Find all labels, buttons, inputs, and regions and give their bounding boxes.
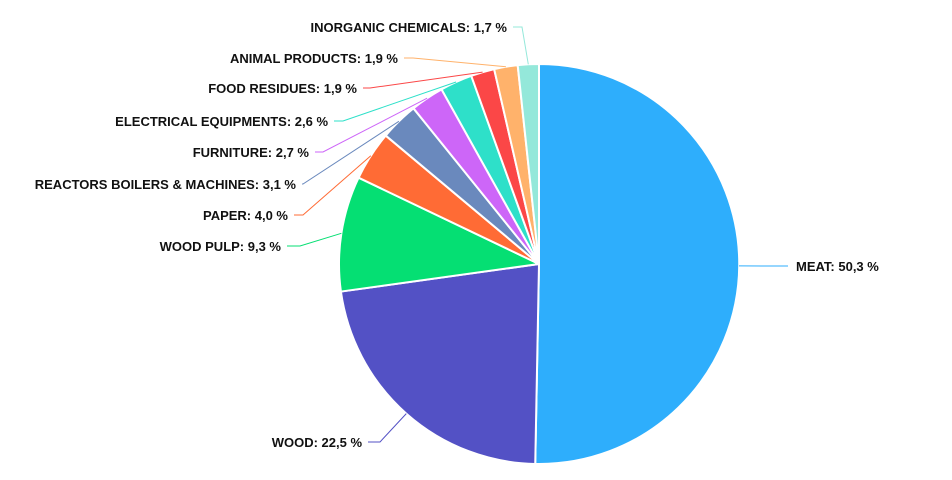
data-label-electrical-equipments: ELECTRICAL EQUIPMENTS: 2,6 % (115, 114, 328, 129)
data-label-reactors-boilers-and-machines: REACTORS BOILERS & MACHINES: 3,1 % (35, 177, 297, 192)
leader-line-animal-products (404, 58, 506, 67)
data-label-inorganic-chemicals: INORGANIC CHEMICALS: 1,7 % (311, 20, 508, 35)
pie-slice-meat[interactable] (535, 64, 739, 464)
slices-layer (339, 64, 739, 464)
data-label-wood: WOOD: 22,5 % (272, 435, 363, 450)
data-label-paper: PAPER: 4,0 % (203, 208, 288, 223)
data-label-wood-pulp: WOOD PULP: 9,3 % (160, 239, 282, 254)
leader-line-wood (368, 414, 406, 442)
data-label-furniture: FURNITURE: 2,7 % (193, 145, 310, 160)
pie-slice-wood[interactable] (341, 264, 539, 464)
leader-line-inorganic-chemicals (513, 27, 528, 64)
data-label-meat: MEAT: 50,3 % (796, 259, 879, 274)
data-label-animal-products: ANIMAL PRODUCTS: 1,9 % (230, 51, 398, 66)
data-label-food-residues: FOOD RESIDUES: 1,9 % (208, 81, 357, 96)
leader-line-wood-pulp (287, 233, 341, 246)
